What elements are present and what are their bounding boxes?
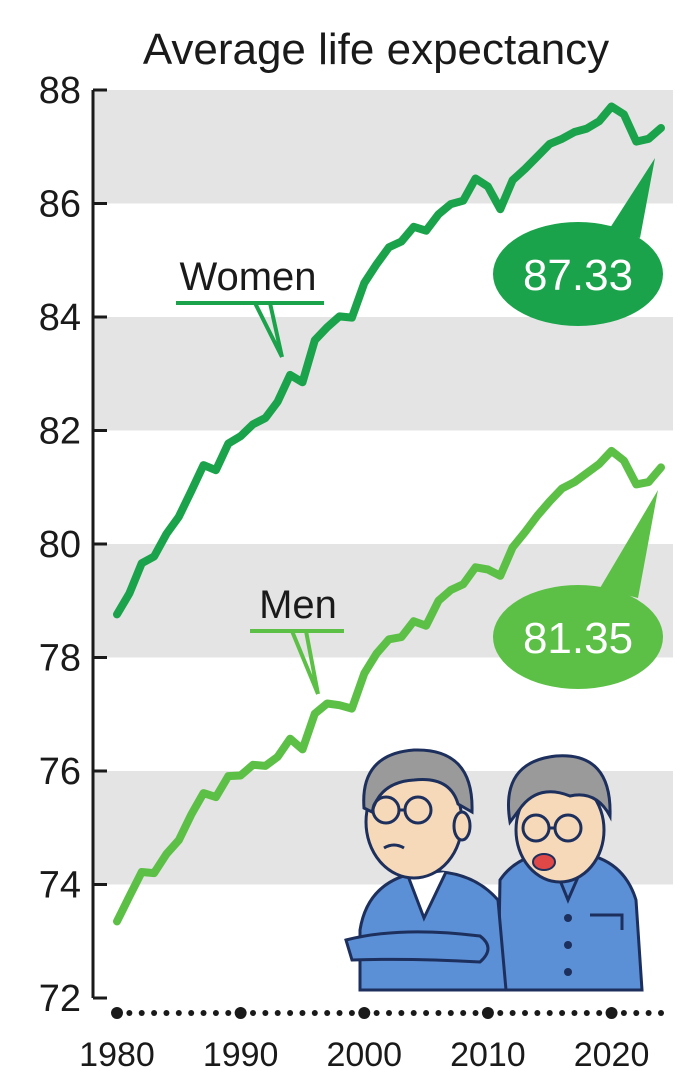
x-axis-dot xyxy=(633,1010,640,1016)
chart-title: Average life expectancy xyxy=(143,25,609,74)
x-axis-dot xyxy=(299,1010,306,1016)
grid-band xyxy=(93,90,673,204)
women-callout-value: 87.33 xyxy=(523,251,633,300)
x-axis-dot xyxy=(126,1010,133,1016)
y-tick-label: 82 xyxy=(39,411,81,453)
x-tick-mark xyxy=(111,1007,123,1019)
women-series-label: Women xyxy=(179,255,316,299)
x-tick-label: 1990 xyxy=(203,1036,279,1074)
x-axis-dot xyxy=(225,1010,232,1016)
x-axis-dot xyxy=(200,1010,207,1016)
x-axis-dot xyxy=(460,1010,467,1016)
x-axis-dot xyxy=(250,1010,256,1016)
x-axis-dot xyxy=(546,1010,553,1016)
y-tick-label: 78 xyxy=(39,638,81,680)
men-callout: 81.35 xyxy=(493,490,663,689)
men-callout-bubble xyxy=(493,585,663,689)
y-axis: 72 74 76 78 80 82 84 86 88 xyxy=(39,70,107,1020)
x-axis-dot xyxy=(534,1010,541,1016)
x-axis-dot xyxy=(262,1010,269,1016)
y-tick-label: 80 xyxy=(39,524,81,566)
x-axis-dot xyxy=(410,1010,417,1016)
men-callout-value: 81.35 xyxy=(523,614,633,663)
x-axis-dot xyxy=(509,1010,516,1016)
x-axis-dot xyxy=(472,1010,479,1016)
x-tick-label: 2020 xyxy=(574,1036,650,1074)
x-axis-dot xyxy=(138,1010,145,1016)
women-label-group: Women xyxy=(176,255,324,358)
women-callout-bubble xyxy=(493,222,663,326)
x-tick-mark xyxy=(358,1007,371,1019)
x-axis-dot xyxy=(348,1010,355,1016)
women-callout: 87.33 xyxy=(493,158,663,326)
y-tick-label: 86 xyxy=(39,184,81,226)
men-callout-pointer xyxy=(600,490,658,598)
x-axis-dot xyxy=(188,1010,195,1016)
x-axis-dot xyxy=(274,1010,281,1016)
men-series-label: Men xyxy=(259,583,337,627)
elderly-man-icon xyxy=(344,748,508,992)
x-axis-dot xyxy=(658,1010,664,1016)
x-axis-dot xyxy=(571,1010,578,1016)
x-axis-dot xyxy=(386,1010,392,1016)
x-axis-dot xyxy=(620,1010,627,1016)
x-tick-label: 2000 xyxy=(326,1036,402,1074)
x-axis-dot xyxy=(398,1010,405,1016)
x-axis-dot xyxy=(497,1010,504,1016)
x-axis-dot xyxy=(559,1010,566,1016)
men-label-group: Men xyxy=(250,583,344,695)
elderly-woman-icon xyxy=(496,754,644,992)
x-axis-dot xyxy=(163,1010,170,1016)
women-callout-pointer xyxy=(610,158,655,238)
x-axis-dot xyxy=(175,1010,182,1016)
y-tick-label: 72 xyxy=(39,978,81,1020)
x-axis-dot xyxy=(522,1010,528,1016)
x-axis-dot xyxy=(212,1010,219,1016)
y-tick-label: 76 xyxy=(39,751,81,793)
x-axis-dot xyxy=(596,1010,603,1016)
women-leader-line xyxy=(176,301,324,358)
elderly-couple-icon xyxy=(344,748,644,992)
series-lines xyxy=(113,102,665,926)
x-tick-mark xyxy=(481,1007,494,1019)
x-axis-dot xyxy=(336,1010,343,1016)
x-axis-dot xyxy=(447,1010,454,1016)
grid-band xyxy=(93,317,673,431)
x-axis-dot xyxy=(311,1010,318,1016)
x-axis-dot xyxy=(435,1010,442,1016)
x-axis: 1980 1990 2000 2010 2020 xyxy=(79,1007,664,1074)
x-axis-dot xyxy=(423,1010,430,1016)
y-tick-label: 84 xyxy=(39,297,81,339)
x-axis-dot xyxy=(287,1010,294,1016)
y-tick-label: 74 xyxy=(39,865,81,907)
x-tick-mark xyxy=(234,1007,247,1019)
men-leader-line xyxy=(250,629,344,695)
x-tick-label: 2010 xyxy=(450,1036,526,1074)
x-tick-mark xyxy=(605,1007,618,1019)
x-axis-dot xyxy=(324,1010,331,1016)
x-axis-dot xyxy=(583,1010,590,1016)
x-axis-dot xyxy=(151,1010,158,1016)
x-tick-label: 1980 xyxy=(79,1036,155,1074)
y-tick-label: 88 xyxy=(39,70,81,112)
series-line-men xyxy=(113,446,665,926)
x-axis-dot xyxy=(373,1010,380,1016)
x-axis-dot xyxy=(645,1010,652,1016)
series-line-women xyxy=(113,102,665,619)
